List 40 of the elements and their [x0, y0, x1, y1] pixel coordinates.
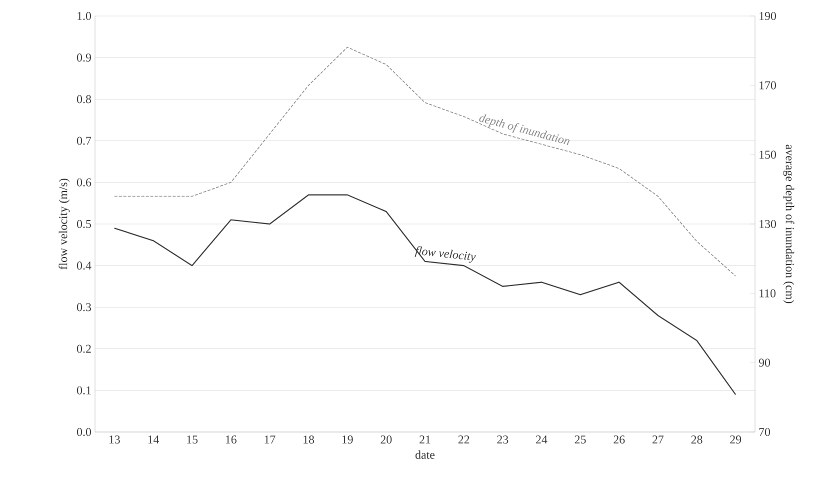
y-tick-label: 0.1: [76, 386, 91, 394]
y2-tick-label: 90: [758, 358, 770, 367]
y2-tick-label: 170: [760, 81, 776, 90]
y-tick-label: 0.3: [76, 303, 92, 312]
y2-axis-title: average depth of inundation (cm): [783, 144, 794, 304]
y-axis-title: flow velocity (m/s): [58, 178, 70, 270]
y2-tick-label: 130: [760, 220, 776, 228]
x-tick-label: 17: [264, 436, 276, 444]
y-tick-label: 0.6: [76, 178, 92, 186]
x-tick-label: 16: [226, 436, 237, 444]
y2-tick-label: 150: [760, 150, 776, 159]
y-tick-label: 1.0: [78, 12, 92, 20]
y-tick-label: 0.4: [76, 262, 92, 270]
x-tick-label: 15: [187, 436, 198, 444]
x-tick-label: 27: [652, 436, 664, 444]
x-tick-label: 18: [304, 436, 314, 444]
x-tick-label: 19: [342, 436, 353, 444]
x-tick-label: 24: [536, 436, 548, 444]
y2-tick-label: 70: [759, 428, 770, 436]
y-tick-label: 0.0: [76, 428, 92, 436]
y-tick-label: 0.2: [76, 344, 91, 353]
y-tick-label: 0.5: [76, 220, 92, 228]
x-tick-label: 14: [148, 436, 160, 444]
y-tick-label: 0.7: [76, 136, 92, 145]
x-tick-label: 23: [497, 436, 508, 444]
y2-tick-label: 190: [760, 12, 776, 20]
y-tick-label: 0.8: [76, 95, 92, 104]
x-tick-label: 21: [420, 436, 430, 444]
text: flow velocity: [414, 246, 476, 263]
y-tick-label: 0.9: [76, 54, 91, 62]
y2-tick-label: 110: [760, 289, 776, 298]
x-tick-label: 29: [730, 436, 742, 444]
x-tick-label: 13: [109, 436, 120, 444]
line-series: [114, 194, 736, 396]
x-tick-label: 22: [458, 436, 470, 444]
x-tick-label: 20: [380, 436, 392, 444]
x-tick-label: 28: [691, 436, 702, 444]
x-axis-title: date: [415, 450, 435, 459]
x-tick-label: 26: [614, 436, 625, 444]
x-tick-label: 25: [574, 436, 586, 444]
